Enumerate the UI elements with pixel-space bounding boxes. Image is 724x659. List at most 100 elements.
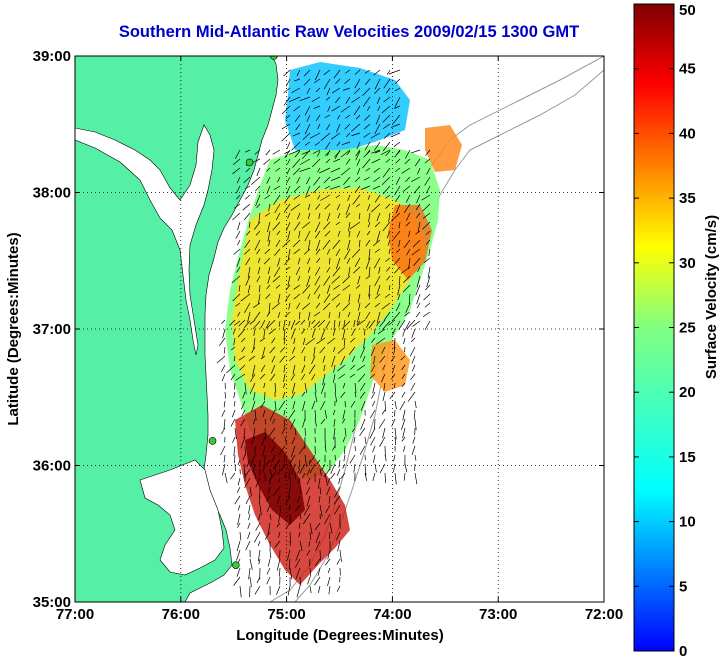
velocity-arrow bbox=[416, 275, 421, 288]
velocity-arrow bbox=[328, 585, 331, 595]
velocity-arrow bbox=[344, 427, 347, 437]
velocity-arrow bbox=[355, 114, 361, 120]
velocity-arrow bbox=[414, 472, 418, 485]
velocity-arrow bbox=[235, 302, 241, 307]
velocity-arrow bbox=[224, 391, 226, 399]
velocity-arrow bbox=[313, 320, 321, 329]
velocity-arrow bbox=[404, 311, 411, 317]
velocity-arrow bbox=[288, 320, 291, 327]
velocity-arrow bbox=[271, 355, 276, 363]
velocity-arrow bbox=[311, 373, 316, 381]
velocity-arrow bbox=[288, 468, 291, 479]
velocity-arrow bbox=[309, 585, 312, 594]
velocity-arrow bbox=[411, 364, 416, 372]
velocity-arrow bbox=[238, 319, 246, 327]
velocity-arrow bbox=[275, 284, 281, 289]
velocity-arrow bbox=[232, 158, 241, 165]
velocity-arrow bbox=[337, 230, 341, 237]
velocity-arrow bbox=[354, 176, 361, 182]
velocity-arrow bbox=[258, 513, 261, 521]
velocity-arrow bbox=[241, 409, 246, 417]
velocity-arrow bbox=[240, 436, 246, 449]
velocity-arrow bbox=[358, 302, 361, 311]
velocity-arrow bbox=[269, 409, 276, 421]
velocity-arrow bbox=[407, 391, 416, 402]
velocity-arrow bbox=[344, 123, 351, 130]
velocity-arrow bbox=[323, 468, 331, 478]
velocity-arrow bbox=[333, 427, 336, 440]
velocity-arrow bbox=[294, 504, 301, 512]
velocity-arrow bbox=[303, 355, 306, 362]
velocity-arrow bbox=[298, 477, 301, 484]
velocity-arrow bbox=[328, 495, 331, 504]
velocity-arrow bbox=[355, 185, 361, 193]
velocity-arrow bbox=[372, 445, 376, 453]
velocity-arrow bbox=[232, 328, 236, 335]
velocity-arrow bbox=[356, 320, 361, 326]
velocity-arrow bbox=[258, 293, 261, 305]
velocity-arrow bbox=[356, 158, 361, 166]
velocity-arrow bbox=[421, 194, 431, 201]
velocity-arrow bbox=[291, 382, 296, 394]
velocity-arrow bbox=[315, 540, 321, 552]
velocity-arrow bbox=[362, 158, 371, 169]
velocity-arrow bbox=[283, 69, 291, 77]
velocity-arrow bbox=[374, 328, 376, 335]
velocity-arrow bbox=[343, 185, 351, 189]
velocity-arrow bbox=[364, 436, 367, 445]
velocity-arrow bbox=[394, 96, 401, 108]
velocity-arrow bbox=[394, 185, 401, 196]
velocity-arrow bbox=[313, 176, 321, 186]
velocity-arrow bbox=[312, 149, 321, 154]
velocity-arrow bbox=[382, 391, 386, 401]
velocity-arrow bbox=[341, 418, 346, 424]
velocity-arrow bbox=[357, 373, 366, 383]
velocity-arrow bbox=[244, 468, 251, 479]
velocity-arrow bbox=[326, 149, 331, 156]
velocity-arrow bbox=[254, 531, 261, 543]
velocity-arrow bbox=[293, 194, 301, 200]
velocity-arrow bbox=[284, 436, 287, 445]
velocity-arrow bbox=[325, 96, 331, 101]
velocity-arrow bbox=[360, 185, 371, 190]
velocity-arrow bbox=[312, 185, 321, 194]
velocity-arrow bbox=[379, 319, 386, 328]
velocity-arrow bbox=[273, 194, 281, 205]
velocity-arrow bbox=[412, 436, 416, 444]
velocity-arrow bbox=[265, 149, 271, 156]
velocity-arrow bbox=[342, 328, 346, 340]
velocity-arrow bbox=[259, 337, 266, 342]
velocity-arrow bbox=[348, 346, 356, 355]
velocity-arrow bbox=[235, 230, 241, 239]
radar-station-marker bbox=[270, 56, 278, 60]
velocity-arrow bbox=[304, 123, 311, 135]
velocity-arrow bbox=[265, 293, 271, 300]
velocity-arrow bbox=[382, 221, 391, 232]
velocity-arrow bbox=[311, 328, 316, 338]
velocity-arrow bbox=[261, 346, 266, 359]
velocity-arrow bbox=[246, 230, 251, 236]
velocity-arrow bbox=[370, 436, 376, 446]
velocity-arrow bbox=[237, 221, 241, 231]
velocity-arrow bbox=[412, 239, 421, 248]
velocity-arrow bbox=[336, 203, 341, 211]
velocity-arrow bbox=[337, 540, 341, 552]
velocity-arrow bbox=[266, 167, 271, 172]
velocity-arrow bbox=[283, 87, 291, 93]
velocity-arrow bbox=[382, 427, 386, 439]
velocity-arrow bbox=[255, 477, 261, 488]
velocity-arrow bbox=[273, 266, 281, 277]
velocity-arrow bbox=[342, 409, 346, 420]
colorbar-ticks: 0 5 10 15 20 25 30 35 40 45 50 bbox=[634, 2, 696, 659]
velocity-arrow bbox=[321, 463, 326, 471]
velocity-arrow bbox=[333, 158, 341, 163]
velocity-arrow bbox=[338, 373, 346, 380]
velocity-arrow bbox=[337, 212, 341, 219]
velocity-arrow bbox=[221, 427, 226, 435]
velocity-arrow bbox=[232, 293, 241, 302]
velocity-arrow bbox=[244, 382, 247, 395]
velocity-arrow bbox=[396, 248, 401, 253]
velocity-arrow bbox=[423, 257, 431, 263]
velocity-arrow bbox=[405, 302, 411, 314]
velocity-arrow bbox=[292, 239, 301, 248]
